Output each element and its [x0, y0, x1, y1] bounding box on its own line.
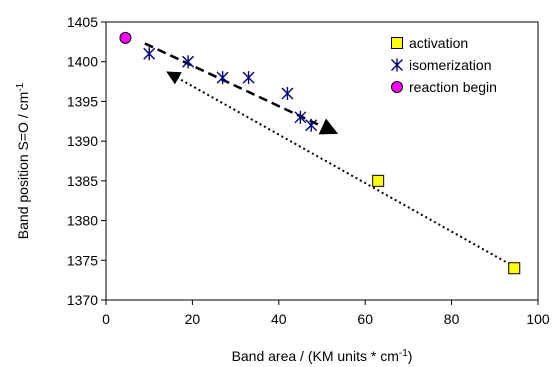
x-tick-label: 60 [357, 311, 373, 327]
dotted-trend-arrow [166, 71, 511, 266]
x-axis-label-tail: ) [408, 348, 413, 364]
legend-marker-isomerization [391, 58, 403, 72]
trend-arrows [144, 42, 511, 266]
y-tick-label: 1395 [67, 93, 98, 109]
legend-marker-reaction-begin [391, 81, 403, 93]
legend-label-isomerization: isomerization [409, 57, 491, 73]
isomerization-point [216, 71, 229, 85]
x-tick-label: 100 [526, 311, 550, 327]
x-axis-label-sup: -1 [399, 348, 408, 359]
y-axis-label: Band position S=O / cm-1 [15, 82, 31, 239]
legend-marker-activation [391, 37, 403, 49]
x-tick-label: 0 [102, 311, 110, 327]
isomerization-point [242, 71, 255, 85]
x-tick-label: 80 [444, 311, 460, 327]
y-tick-label: 1385 [67, 173, 98, 189]
activation-point [508, 262, 521, 275]
activation-point [372, 174, 385, 187]
isomerization-point [143, 47, 156, 61]
y-tick-label: 1370 [67, 292, 98, 308]
y-tick-label: 1375 [67, 252, 98, 268]
isomerization-point [182, 55, 195, 69]
x-axis-label: Band area / (KM units * cm-1) [232, 348, 413, 364]
isomerization-point [294, 110, 307, 124]
y-axis-label-sup: -1 [15, 82, 26, 91]
y-axis-label-text: Band position S=O / cm [15, 92, 31, 239]
y-tick-label: 1400 [67, 54, 98, 70]
y-tick-label: 1390 [67, 133, 98, 149]
legend-label-activation: activation [409, 35, 468, 51]
y-axis: 1370 1375 1380 1385 1390 1395 1400 1405 [67, 14, 106, 308]
isomerization-point [305, 118, 318, 132]
legend: activation isomerization reaction begin [391, 35, 497, 95]
y-tick-label: 1405 [67, 14, 98, 30]
x-tick-label: 40 [271, 311, 287, 327]
plot-area [105, 21, 539, 301]
dashed-trend-arrow [144, 42, 339, 135]
reaction-begin-point [119, 31, 132, 44]
legend-label-reaction-begin: reaction begin [409, 79, 497, 95]
y-tick-label: 1380 [67, 213, 98, 229]
x-axis: 0 20 40 60 80 100 [102, 300, 550, 327]
data-points [119, 31, 521, 275]
x-tick-label: 20 [185, 311, 201, 327]
isomerization-point [281, 86, 294, 100]
x-axis-label-text: Band area / (KM units * cm [232, 348, 399, 364]
